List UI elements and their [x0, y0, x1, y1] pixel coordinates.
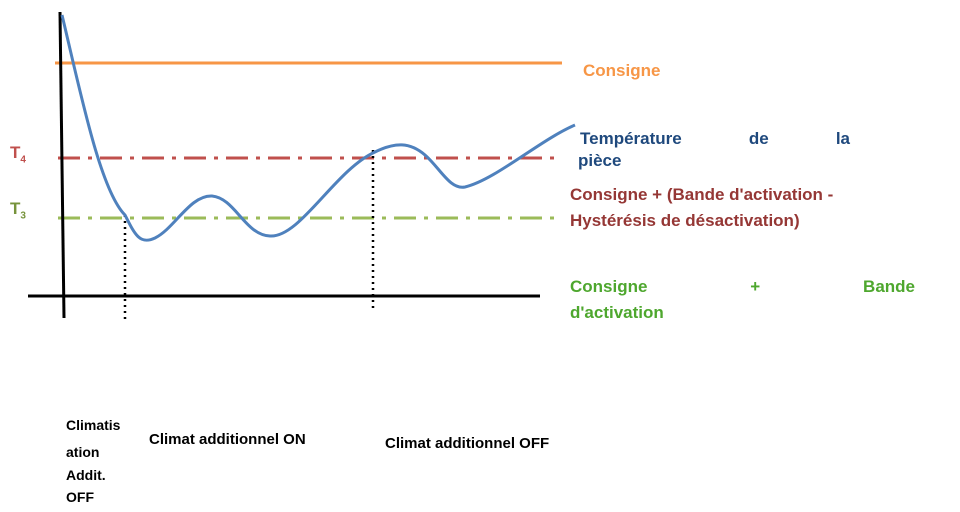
clim-off-label: ation [66, 444, 100, 460]
temperature-label: Température de la [580, 129, 850, 148]
bande-label: d'activation [570, 303, 664, 322]
temperature-label: pièce [578, 151, 622, 170]
y-axis [58, 11, 66, 319]
clim-off-label: OFF [66, 489, 94, 505]
consigne-label: Consigne [583, 61, 661, 80]
bande-label: Consigne + Bande [570, 277, 915, 296]
t3-label: T3 [10, 200, 26, 221]
temperature-curve [60, 14, 576, 242]
t3-sub: 3 [20, 210, 26, 222]
hysteresis-label: Hystérésis de désactivation) [570, 211, 800, 230]
t4-label: T4 [10, 144, 26, 165]
t4-sub: 4 [20, 154, 26, 166]
clim-off-label: Climatis [66, 417, 121, 433]
clim-on-add-label: Climat additionnel ON [149, 431, 306, 448]
t3-base: T [10, 199, 21, 218]
t4-base: T [10, 143, 21, 162]
clim-off-label: Addit. [66, 467, 106, 483]
clim-off-add-label: Climat additionnel OFF [385, 435, 550, 452]
hysteresis-label: Consigne + (Bande d'activation - [570, 185, 834, 204]
